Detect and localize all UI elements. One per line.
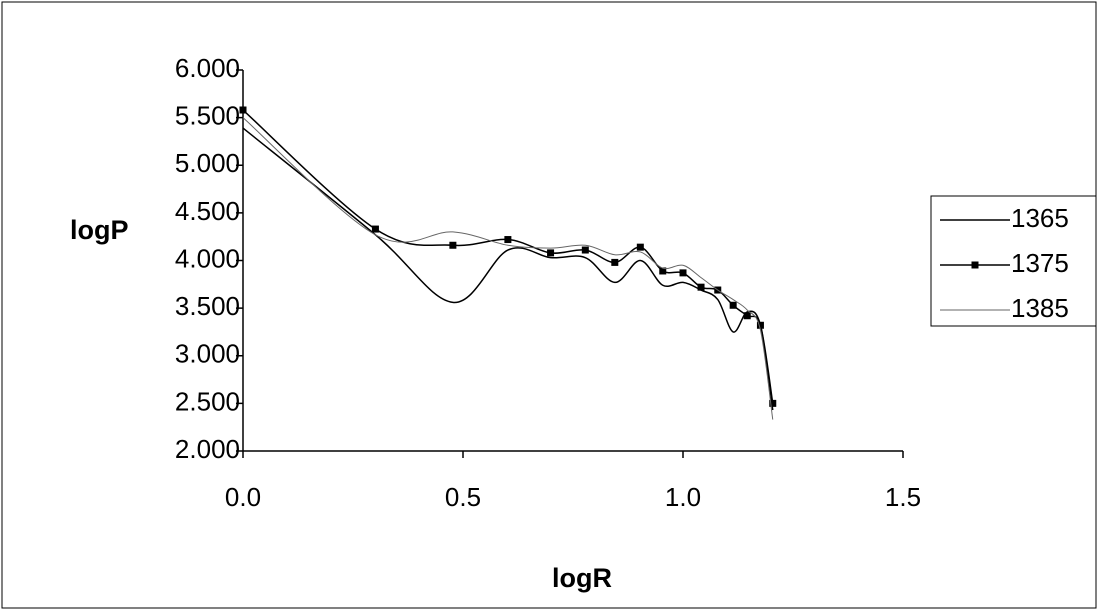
y-tick-label: 4.500 xyxy=(175,196,240,226)
series-line xyxy=(242,127,774,411)
point-marker xyxy=(581,246,589,254)
y-tick-label: 2.500 xyxy=(175,386,240,416)
point-marker xyxy=(769,399,777,407)
point-marker xyxy=(611,258,619,266)
x-tick-label: 1.5 xyxy=(885,482,921,512)
point-marker xyxy=(729,301,737,309)
series-line xyxy=(242,117,774,420)
point-marker xyxy=(636,243,644,251)
point-marker xyxy=(659,267,667,275)
y-tick-label: 5.500 xyxy=(175,101,240,131)
point-marker xyxy=(756,321,764,329)
y-axis-label: logP xyxy=(70,215,129,245)
y-tick-label: 4.000 xyxy=(175,243,240,273)
legend-box xyxy=(930,195,1097,327)
x-tick-label: 0.0 xyxy=(225,482,261,512)
point-marker xyxy=(449,241,457,249)
y-tick-label: 3.000 xyxy=(175,339,240,369)
x-tick-label: 0.5 xyxy=(445,482,481,512)
x-tick-label: 1.0 xyxy=(665,482,701,512)
legend-label: 1365 xyxy=(1011,203,1069,233)
series-line xyxy=(242,109,774,404)
point-marker xyxy=(547,249,555,257)
x-axis-label: logR xyxy=(552,563,612,593)
y-tick-label: 5.000 xyxy=(175,148,240,178)
legend-marker xyxy=(971,261,979,269)
legend-label: 1385 xyxy=(1011,293,1069,323)
point-marker xyxy=(504,236,512,244)
point-marker xyxy=(371,225,379,233)
y-tick-label: 2.000 xyxy=(175,434,240,464)
y-tick-label: 3.500 xyxy=(175,291,240,321)
point-marker xyxy=(697,283,705,291)
point-marker xyxy=(679,269,687,277)
y-tick-label: 6.000 xyxy=(175,53,240,83)
point-marker xyxy=(743,312,751,320)
legend-label: 1375 xyxy=(1011,248,1069,278)
point-marker xyxy=(239,106,247,114)
